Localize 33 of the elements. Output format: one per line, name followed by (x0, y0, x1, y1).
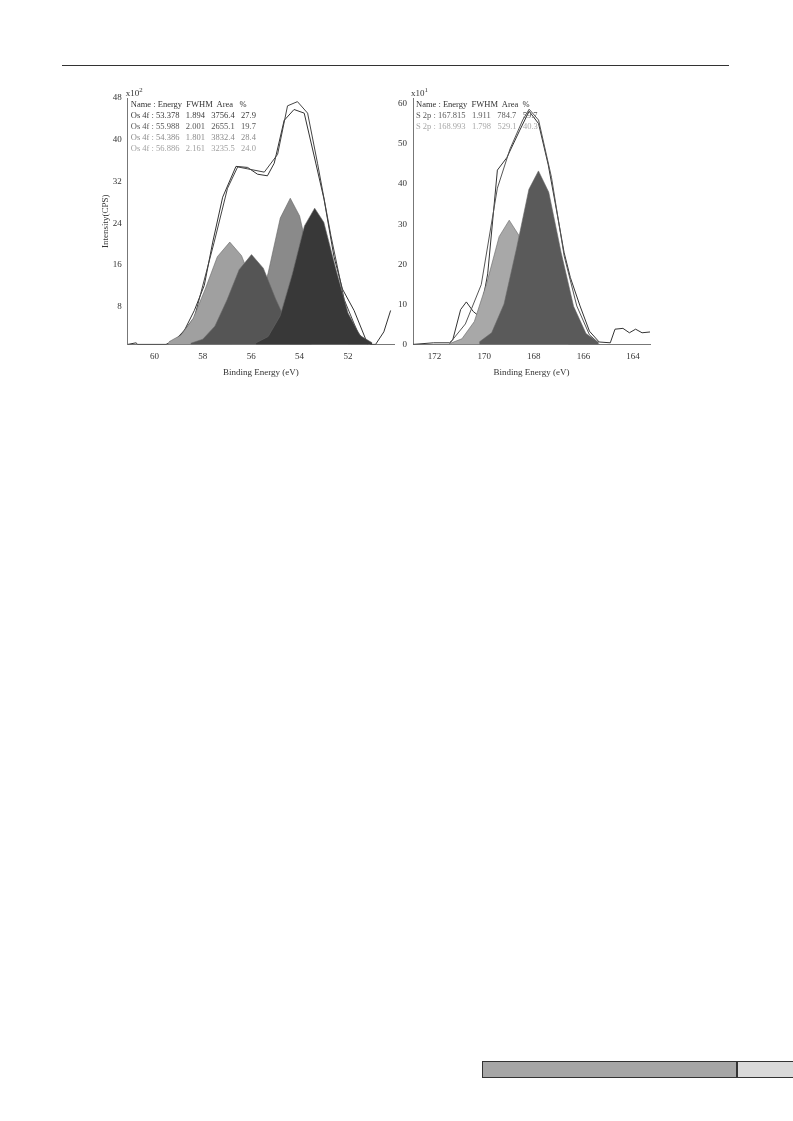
x-tick-label: 54 (295, 351, 305, 362)
x-tick-label: 60 (149, 351, 160, 362)
y-tick-label: 24 (112, 217, 123, 228)
x-tick-label: 58 (198, 351, 208, 362)
y-tick-label: 0 (402, 338, 408, 349)
text: Os 4f : 54.386 1.801 3832.4 28.4 (130, 132, 257, 143)
text: Os 4f : 55.988 2.001 2655.1 19.7 (130, 121, 256, 132)
y-tick-label: 50 (398, 138, 408, 149)
x-tick-label: 168 (527, 351, 542, 362)
y-tick-label: 16 (112, 259, 123, 270)
y-tick-label: 40 (112, 134, 123, 145)
y-tick-label: 60 (398, 98, 408, 109)
legend-title: Name : Energy FWHM Area % (130, 99, 247, 110)
x-tick-label: 52 (343, 351, 353, 362)
x-tick-label: 172 (427, 351, 442, 362)
x-tick-label: 166 (576, 351, 591, 362)
x-tick-label: 56 (246, 351, 257, 362)
y-tick-label: 30 (398, 218, 408, 229)
y-tick-label: 40 (398, 178, 408, 189)
legend-title: Name : Energy FWHM Area % (416, 99, 530, 110)
x-tick-label: 170 (477, 351, 492, 362)
y-tick-label: 10 (398, 298, 408, 309)
x-tick-label: 164 (626, 351, 641, 362)
text: Os 4f : 53.378 1.894 3756.4 27.9 (130, 110, 256, 121)
y-tick-label: 48 (112, 92, 123, 103)
y-tick-label: 8 (117, 301, 123, 312)
text: S 2p : 168.993 1.798 529.1 40.3 (416, 121, 538, 132)
text: Os 4f : 56.886 2.161 3235.5 24.0 (130, 143, 256, 154)
x-axis-title: Binding Energy (eV) (493, 366, 570, 377)
y-tick-label: 32 (112, 175, 122, 186)
x-axis-title: Binding Energy (eV) (222, 366, 299, 377)
y-axis-title: Intensity(CPS) (99, 194, 110, 248)
y-tick-label: 20 (398, 258, 408, 269)
